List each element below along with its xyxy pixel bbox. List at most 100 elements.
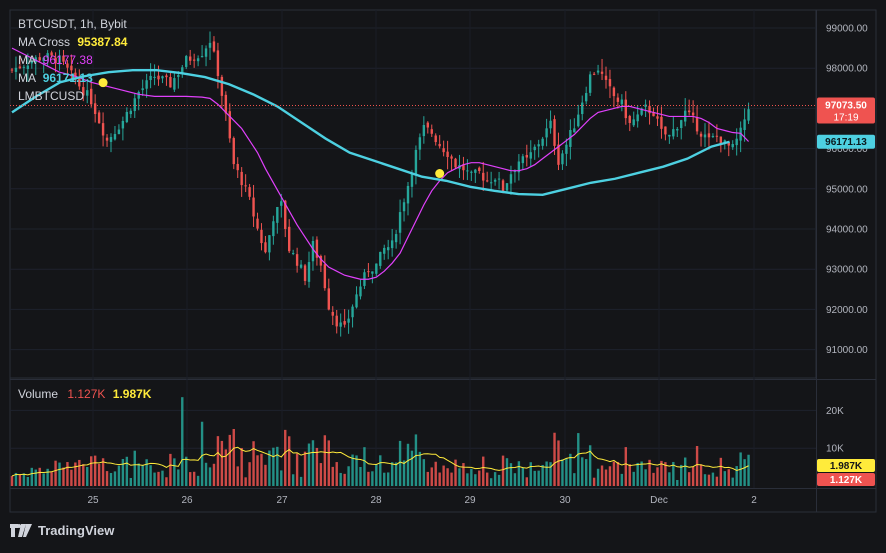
volume-bar[interactable]: [537, 470, 540, 486]
candle[interactable]: [236, 163, 239, 171]
volume-bar[interactable]: [462, 463, 465, 486]
volume-bar[interactable]: [529, 462, 532, 486]
candle[interactable]: [553, 119, 556, 146]
candle[interactable]: [585, 93, 588, 102]
candle[interactable]: [252, 197, 255, 217]
candle[interactable]: [478, 167, 481, 172]
volume-bar[interactable]: [513, 473, 517, 486]
candle[interactable]: [54, 57, 57, 64]
volume-bar[interactable]: [569, 453, 572, 486]
volume-bar[interactable]: [493, 472, 497, 486]
volume-bar[interactable]: [38, 467, 41, 486]
volume-bar[interactable]: [177, 469, 180, 486]
candle[interactable]: [22, 66, 26, 68]
volume-bar[interactable]: [244, 477, 247, 486]
volume-bar[interactable]: [252, 441, 255, 486]
candle[interactable]: [414, 149, 418, 176]
candle[interactable]: [200, 56, 204, 58]
volume-bar[interactable]: [434, 461, 437, 486]
candle[interactable]: [743, 119, 746, 131]
candle[interactable]: [212, 41, 216, 52]
candle[interactable]: [149, 75, 152, 81]
candle[interactable]: [462, 164, 465, 171]
candle[interactable]: [529, 152, 532, 159]
candle[interactable]: [703, 134, 707, 138]
candle[interactable]: [177, 75, 180, 77]
candle[interactable]: [394, 234, 398, 243]
candle[interactable]: [256, 218, 259, 229]
volume-bar[interactable]: [394, 462, 398, 486]
candle[interactable]: [157, 75, 160, 80]
candle[interactable]: [319, 255, 323, 266]
candle[interactable]: [14, 67, 18, 72]
candle[interactable]: [121, 120, 125, 129]
volume-bar[interactable]: [743, 459, 746, 486]
volume-bar[interactable]: [149, 465, 152, 486]
volume-bar[interactable]: [422, 459, 426, 486]
volume-bar[interactable]: [727, 469, 730, 486]
ma-cross-legend[interactable]: MA Cross 95387.84: [18, 34, 127, 50]
volume-bar[interactable]: [248, 462, 251, 486]
volume-bar[interactable]: [446, 468, 449, 486]
candle[interactable]: [86, 90, 89, 96]
candle[interactable]: [240, 171, 243, 186]
volume-bar[interactable]: [719, 457, 723, 486]
volume-bar[interactable]: [82, 464, 85, 486]
volume-bar[interactable]: [592, 477, 596, 486]
volume-bar[interactable]: [165, 477, 168, 486]
volume-bar[interactable]: [497, 474, 501, 486]
ma-cross-marker[interactable]: [98, 78, 108, 88]
volume-bar[interactable]: [101, 458, 105, 486]
candle[interactable]: [307, 262, 311, 282]
candle[interactable]: [715, 135, 719, 137]
candle[interactable]: [196, 58, 200, 62]
candle[interactable]: [90, 88, 93, 105]
volume-bar[interactable]: [454, 459, 457, 486]
candle[interactable]: [719, 136, 723, 145]
volume-bar[interactable]: [323, 435, 327, 486]
candle[interactable]: [105, 137, 109, 141]
candle[interactable]: [577, 114, 580, 127]
candle[interactable]: [640, 108, 643, 115]
volume-bar[interactable]: [113, 471, 117, 486]
candle[interactable]: [284, 200, 287, 229]
candle[interactable]: [129, 110, 132, 115]
volume-bar[interactable]: [319, 463, 323, 486]
candle[interactable]: [430, 129, 433, 134]
volume-bar[interactable]: [129, 477, 132, 486]
ma-cross-marker[interactable]: [435, 169, 445, 179]
volume-bar[interactable]: [34, 469, 37, 486]
volume-legend[interactable]: Volume 1.127K 1.987K: [18, 386, 151, 402]
candle[interactable]: [161, 76, 164, 79]
candle[interactable]: [232, 138, 235, 165]
volume-bar[interactable]: [691, 466, 695, 486]
candle[interactable]: [260, 229, 263, 244]
candle[interactable]: [438, 143, 441, 147]
volume-bar[interactable]: [596, 468, 600, 486]
candle[interactable]: [181, 67, 184, 74]
candle[interactable]: [676, 128, 679, 131]
candle[interactable]: [272, 221, 275, 237]
candle[interactable]: [482, 172, 485, 181]
candle[interactable]: [133, 98, 136, 112]
candle[interactable]: [406, 185, 410, 204]
volume-bar[interactable]: [703, 474, 707, 486]
volume-bar[interactable]: [684, 457, 687, 486]
volume-bar[interactable]: [747, 454, 750, 486]
candle[interactable]: [711, 136, 715, 138]
candle[interactable]: [735, 138, 738, 146]
candle[interactable]: [327, 288, 330, 310]
last-price-badge[interactable]: [817, 97, 875, 124]
volume-bar[interactable]: [731, 477, 734, 486]
volume-bar[interactable]: [533, 470, 536, 486]
candle[interactable]: [537, 144, 540, 147]
volume-bar[interactable]: [260, 453, 263, 486]
volume-bar[interactable]: [383, 472, 386, 486]
candle[interactable]: [280, 201, 283, 206]
volume-bar[interactable]: [181, 397, 184, 486]
volume-bar[interactable]: [628, 464, 631, 486]
volume-bar[interactable]: [26, 476, 30, 486]
ma-price-badge[interactable]: [817, 134, 875, 149]
volume-bar[interactable]: [347, 466, 350, 486]
